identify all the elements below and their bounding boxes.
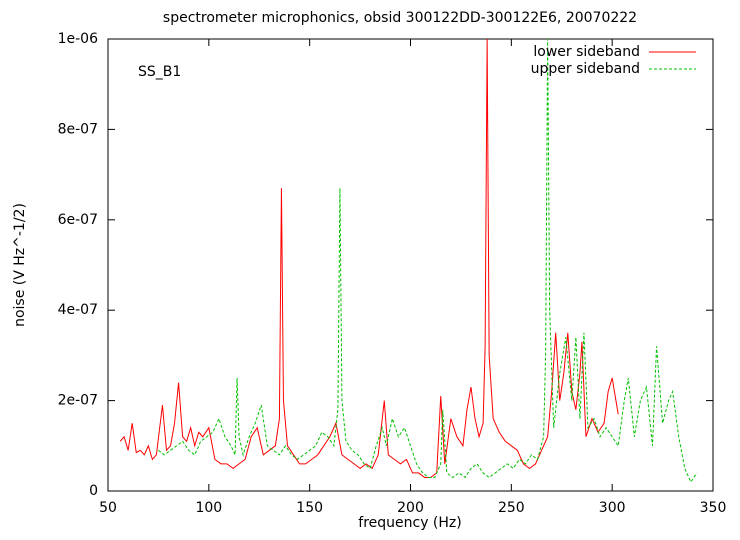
y-tick-label: 1e-06	[58, 31, 98, 47]
x-tick-label: 250	[498, 500, 525, 516]
chart-title: spectrometer microphonics, obsid 300122D…	[163, 10, 637, 26]
series-line	[158, 39, 698, 483]
x-tick-label: 50	[99, 500, 117, 516]
annotation: SS_B1	[138, 64, 181, 80]
x-axis-label: frequency (Hz)	[358, 515, 461, 531]
plot-frame	[107, 38, 714, 492]
y-tick-label: 4e-07	[58, 302, 98, 318]
y-axis-label: noise (V Hz^-1/2)	[12, 203, 28, 327]
x-tick-label: 100	[195, 500, 222, 516]
x-tick-label: 200	[397, 500, 424, 516]
legend-label: lower sideband	[533, 44, 640, 60]
y-tick-label: 0	[89, 483, 98, 499]
x-tick-label: 300	[599, 500, 626, 516]
y-tick-label: 6e-07	[58, 212, 98, 228]
legend-label: upper sideband	[531, 61, 640, 77]
series-line	[119, 39, 619, 478]
x-tick-label: 350	[700, 500, 727, 516]
y-tick-label: 2e-07	[58, 393, 98, 409]
x-tick-label: 150	[296, 500, 323, 516]
y-tick-label: 8e-07	[58, 121, 98, 137]
